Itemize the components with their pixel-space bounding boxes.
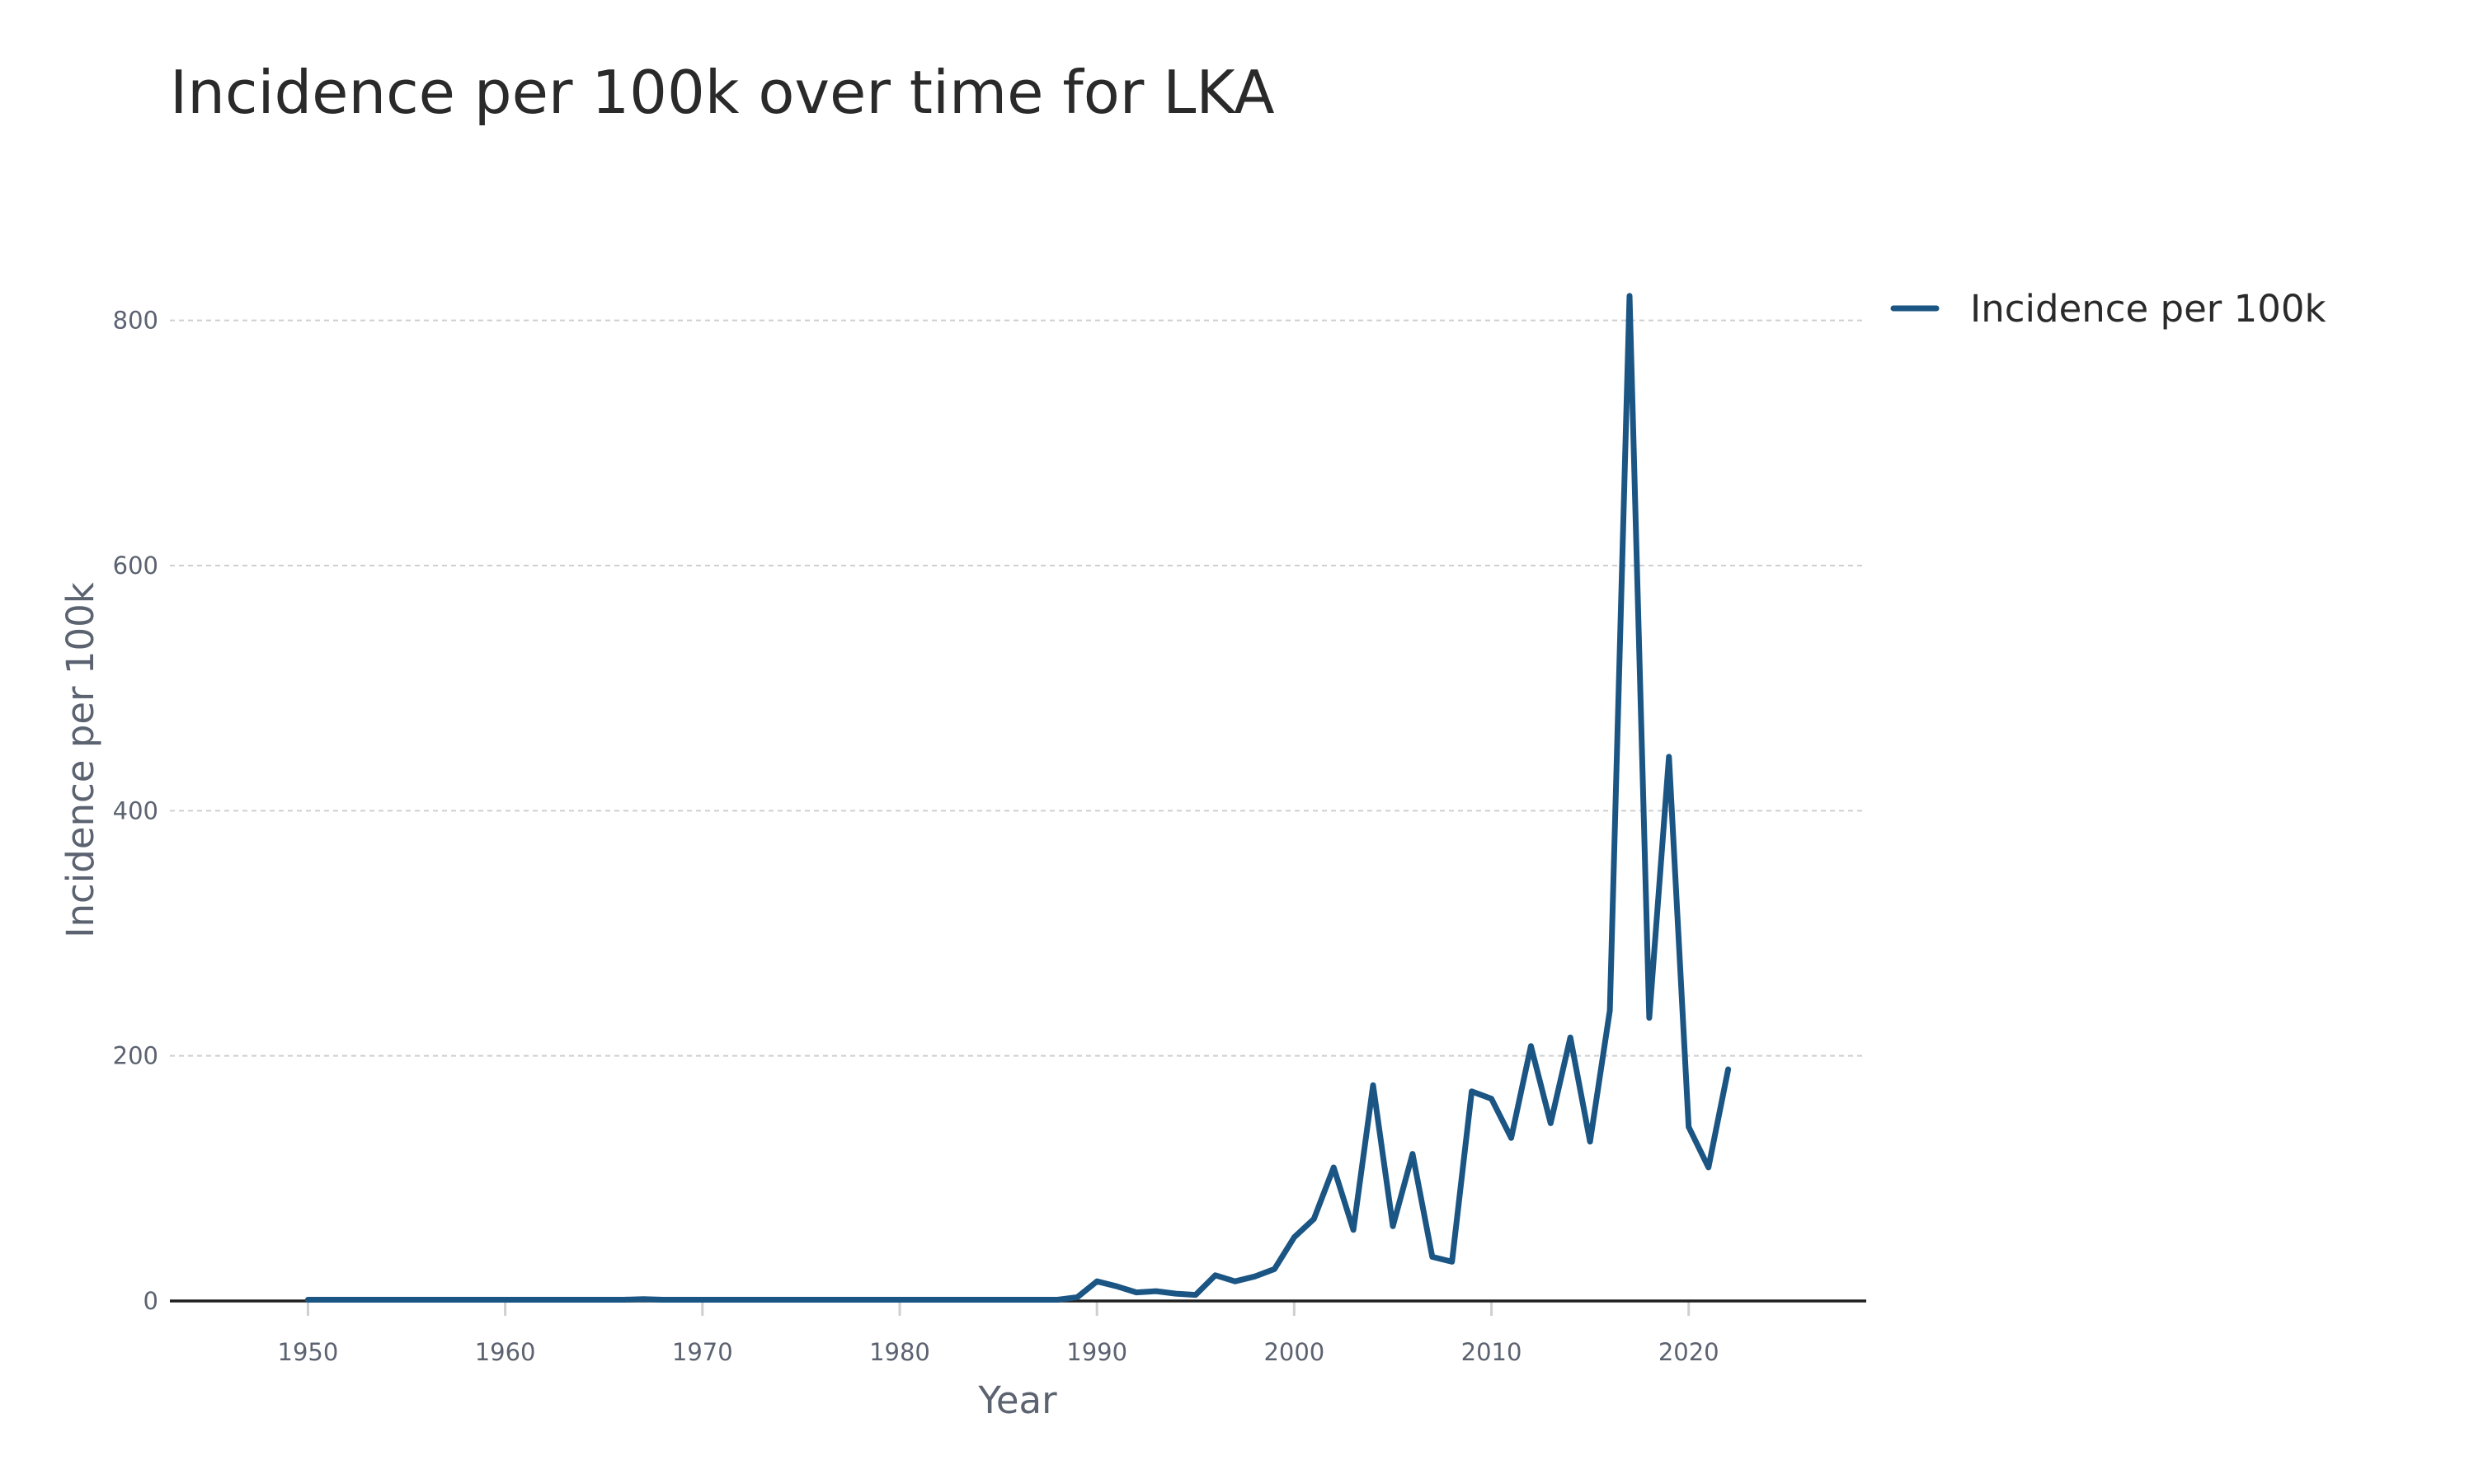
x-axis-title: Year	[977, 1378, 1057, 1422]
y-tick-label-0: 0	[143, 1287, 158, 1315]
x-tick-label-2020: 2020	[1658, 1338, 1719, 1366]
y-tick-label-600: 600	[113, 552, 158, 580]
x-tick-label-1960: 1960	[475, 1338, 536, 1366]
y-tick-label-800: 800	[113, 307, 158, 335]
x-tick-label-1970: 1970	[672, 1338, 733, 1366]
y-gridlines	[170, 319, 1866, 1057]
x-tick-label-1980: 1980	[869, 1338, 930, 1366]
x-tick-label-2010: 2010	[1461, 1338, 1522, 1366]
y-tick-label-200: 200	[113, 1042, 158, 1070]
plot-series	[304, 293, 1732, 1303]
series-line-0	[304, 293, 1732, 1303]
legend-label-0: Incidence per 100k	[1970, 287, 2326, 331]
x-tick-label-2000: 2000	[1263, 1338, 1324, 1366]
y-tick-label-400: 400	[113, 796, 158, 824]
x-tick-label-1990: 1990	[1066, 1338, 1127, 1366]
legend: Incidence per 100k	[1890, 287, 2326, 331]
y-axis-ticks: 0 200 400 600 800	[113, 307, 158, 1315]
chart-title: Incidence per 100k over time for LKA	[170, 58, 1275, 127]
y-axis-title: Incidence per 100k	[59, 582, 102, 938]
x-axis-ticks: 1950 1960 1970 1980 1990 2000 2010 2020	[278, 1301, 1719, 1366]
x-tick-label-1950: 1950	[278, 1338, 339, 1366]
